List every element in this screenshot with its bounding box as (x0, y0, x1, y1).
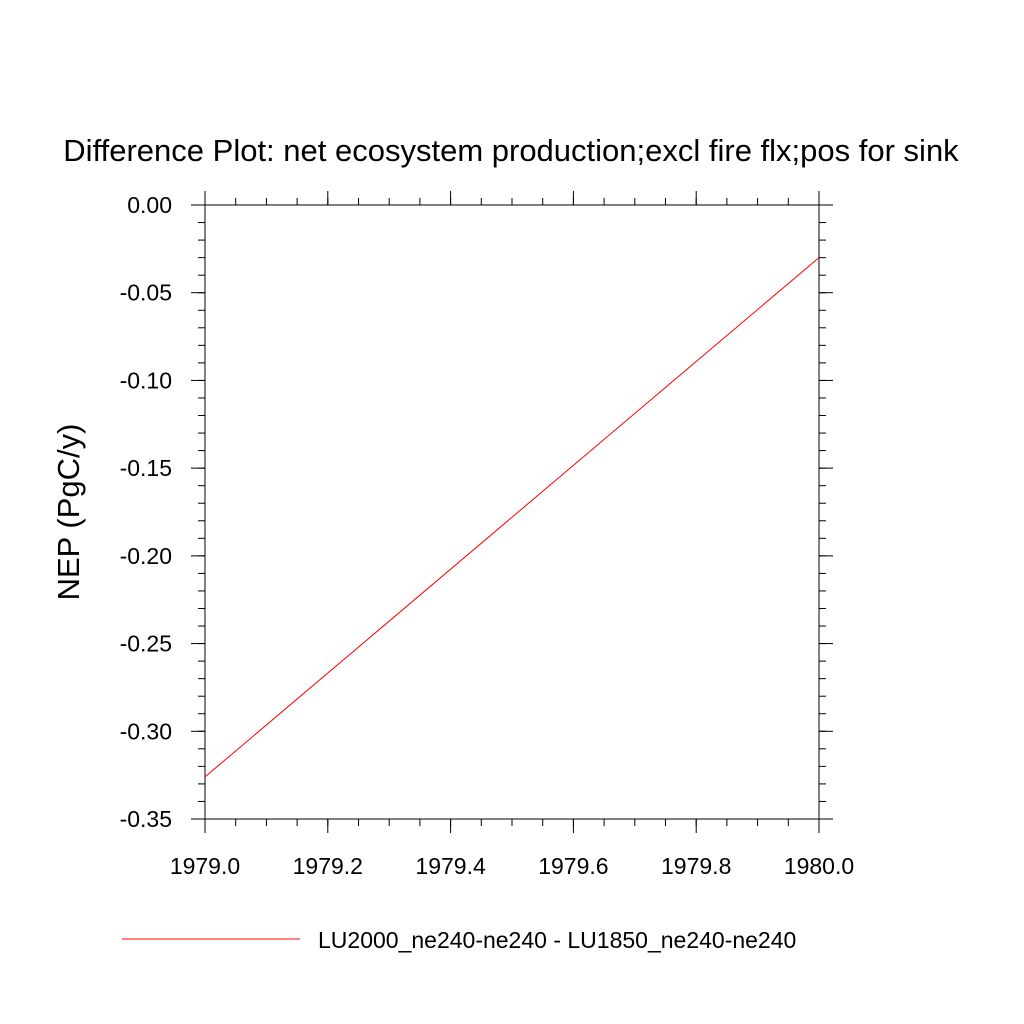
x-tick-label: 1979.4 (415, 853, 486, 879)
y-tick-label: 0.00 (127, 192, 172, 218)
x-tick-labels: 1979.0 1979.2 1979.4 1979.6 1979.8 1980.0 (170, 853, 854, 879)
x-tick-label: 1980.0 (784, 853, 854, 879)
y-axis-title: NEP (PgC/y) (51, 424, 86, 601)
y-tick-label: -0.15 (120, 455, 172, 481)
series-line (204, 257, 820, 778)
legend-label: LU2000_ne240-ne240 - LU1850_ne240-ne240 (318, 927, 796, 953)
y-tick-label: -0.35 (120, 806, 172, 832)
series-group (204, 257, 820, 778)
plot-frame (204, 204, 820, 820)
axis-ticks (191, 191, 833, 833)
x-tick-label: 1979.6 (538, 853, 608, 879)
y-tick-label: -0.05 (120, 280, 172, 306)
y-tick-labels: 0.00 -0.05 -0.10 -0.15 -0.20 -0.25 -0.30 -0.35 (120, 192, 172, 832)
y-tick-label: -0.20 (120, 543, 172, 569)
x-tick-label: 1979.2 (293, 853, 363, 879)
y-tick-label: -0.10 (120, 367, 172, 393)
y-tick-label: -0.30 (120, 718, 172, 744)
chart-title: Difference Plot: net ecosystem productio… (63, 133, 959, 168)
x-tick-label: 1979.8 (661, 853, 731, 879)
x-tick-label: 1979.0 (170, 853, 240, 879)
y-tick-label: -0.25 (120, 631, 172, 657)
